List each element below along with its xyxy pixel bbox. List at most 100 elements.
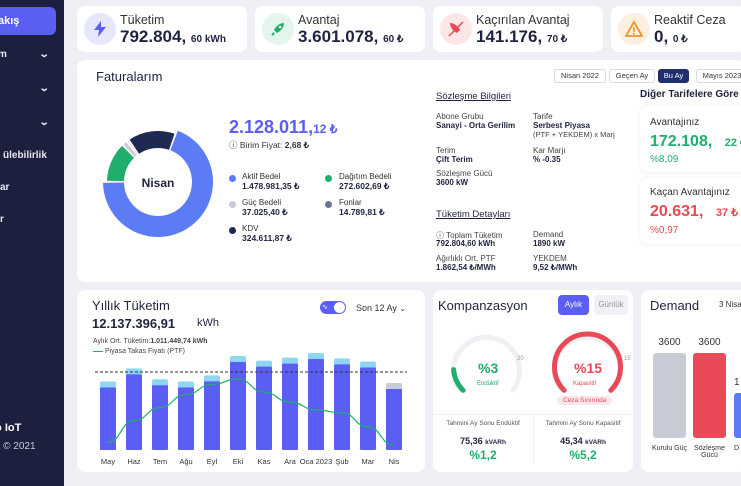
contract-power-label: Sözleşme Gücü bbox=[436, 169, 493, 178]
sidebar-item-active[interactable]: akış bbox=[0, 7, 56, 35]
contract-power-bar bbox=[693, 353, 726, 438]
tariff-value: Serbest Piyasa bbox=[533, 121, 590, 130]
inductive-estimate-label: Tahmini Ay Sonu Endüktif bbox=[446, 420, 520, 427]
legend-value: 14.789,81 ₺ bbox=[339, 207, 385, 217]
kpi-label: Kaçırılan Avantaj bbox=[476, 13, 570, 27]
advantage-percent: %8,09 bbox=[650, 154, 679, 165]
consumption-bar bbox=[126, 374, 142, 450]
chevron-down-icon: ⌄ bbox=[38, 49, 50, 60]
total-consumption-label: ⓘ Toplam Tüketim bbox=[436, 231, 503, 240]
legend-dot-power bbox=[229, 201, 236, 208]
sidebar-item-2[interactable]: ⌄ bbox=[0, 83, 58, 103]
kpi-label: Avantaj bbox=[298, 13, 340, 27]
kpi-reactive-penalty: Reaktif Ceza 0, 0 ₺ bbox=[611, 6, 741, 52]
sidebar-item-5[interactable]: ar bbox=[0, 182, 10, 193]
donut-slice-distribution[interactable] bbox=[107, 145, 135, 182]
sidebar-item-4[interactable]: ülebilirlik bbox=[3, 150, 47, 161]
x-tick-label: Eki bbox=[233, 457, 244, 466]
ptf-legend-line bbox=[93, 350, 103, 352]
average-consumption: Aylık Ort. Tüketim:1.011.449,74 kWh bbox=[93, 338, 208, 345]
demand-label: Demand bbox=[533, 230, 564, 239]
copyright: nt © 2021 bbox=[0, 441, 36, 452]
legend-label: Aktif Bedel bbox=[242, 172, 281, 181]
kpi-label: Reaktif Ceza bbox=[654, 13, 726, 27]
demand-title: Demand bbox=[650, 298, 700, 313]
donut-slice-power[interactable] bbox=[123, 142, 137, 157]
yearly-unit: kWh bbox=[197, 317, 219, 329]
penalty-badge: Ceza Sınırında bbox=[557, 396, 613, 405]
donut-slice-tax[interactable] bbox=[129, 131, 175, 154]
invoice-total: 2.128.011,12 ₺ bbox=[229, 117, 338, 137]
legend-value: 324.611,87 ₺ bbox=[242, 233, 292, 243]
invoice-donut-chart: Nisan bbox=[103, 130, 213, 237]
kpi-value: 3.601.078, 60 ₺ bbox=[298, 27, 404, 46]
subscriber-group-value: Sanayi - Orta Gerilim bbox=[436, 121, 516, 130]
x-tick-label: Oca 2023 bbox=[300, 457, 333, 466]
legend-label: Dağıtım Bedeli bbox=[339, 172, 392, 181]
consumption-details-title: Tüketim Detayları bbox=[436, 209, 511, 220]
demand-date-badge[interactable]: 3 Nisa bbox=[719, 300, 741, 309]
installed-power-value: 3600 bbox=[658, 337, 681, 348]
consumption-bar bbox=[230, 362, 246, 450]
capacitive-estimate-label: Tahmini Ay Sonu Kapasitif bbox=[545, 420, 621, 427]
sidebar: akış m ⌄ ⌄ ⌄ ülebilirlik ar r lo IoT nt … bbox=[0, 0, 64, 486]
tab-prev-month[interactable]: Nisan 2022 bbox=[554, 69, 606, 83]
sidebar-item-3[interactable]: ⌄ bbox=[0, 117, 58, 137]
contract-power-value: 3600 kW bbox=[436, 178, 469, 187]
x-tick-label: Ara bbox=[284, 457, 297, 466]
capacitive-label: Kapasitif bbox=[573, 381, 596, 387]
contract-title: Sözleşme Bilgileri bbox=[436, 91, 511, 102]
chevron-down-icon: ⌄ bbox=[399, 304, 407, 313]
divider bbox=[533, 418, 534, 464]
tab-this-month[interactable]: Bu Ay bbox=[658, 69, 689, 83]
consumption-bar bbox=[152, 385, 168, 450]
ptf-value: 1.862,54 ₺/MWh bbox=[436, 263, 496, 272]
chevron-down-icon: ⌄ bbox=[38, 83, 50, 94]
tab-next-month[interactable]: Mayıs 2023 bbox=[696, 69, 741, 83]
installed-power-label: Kurulu Güç bbox=[651, 445, 688, 452]
kpi-value: 141.176, 70 ₺ bbox=[476, 27, 568, 46]
donut-slice-active[interactable] bbox=[103, 130, 213, 237]
tab-last-month[interactable]: Geçen Ay bbox=[609, 69, 655, 83]
x-tick-label: Şub bbox=[335, 457, 348, 466]
yearly-bar-chart: May Haz Tem Ağu Eyl Eki Kas Ara Oca 2023 Şub Mar Ni… bbox=[95, 352, 407, 466]
inductive-percent: %3 bbox=[478, 360, 498, 376]
info-icon: ⓘ bbox=[229, 140, 238, 150]
actual-demand-bar bbox=[734, 393, 741, 438]
x-tick-label: Mar bbox=[362, 457, 375, 466]
tab-daily[interactable]: Günlük bbox=[594, 295, 628, 315]
advantage-card: Avantajınız 172.108, 22 ₺ %8,09 bbox=[640, 106, 741, 172]
toggle-knob bbox=[334, 302, 345, 313]
sidebar-item-1[interactable]: m ⌄ bbox=[0, 49, 58, 69]
contract-power-bar-value: 3600 bbox=[698, 337, 721, 348]
margin-label: Kar Marjı bbox=[533, 146, 566, 155]
legend-dot-distribution bbox=[325, 175, 332, 182]
donut-slice-funds[interactable] bbox=[127, 140, 138, 155]
kpi-consumption: Tüketim 792.804, 60 kWh bbox=[77, 6, 247, 52]
sidebar-item-6[interactable]: r bbox=[0, 214, 4, 225]
missed-advantage-label: Kaçan Avantajınız bbox=[650, 187, 730, 198]
divider bbox=[433, 414, 633, 415]
missed-advantage-card: Kaçan Avantajınız 20.631, 37 ₺ %0,97 bbox=[640, 178, 741, 244]
consumption-bar bbox=[386, 389, 402, 450]
consumption-bar bbox=[100, 387, 116, 450]
toggle-switch[interactable]: ∿ bbox=[320, 301, 346, 314]
capacitive-estimate-percent: %5,2 bbox=[569, 448, 597, 462]
capacitive-percent: %15 bbox=[574, 360, 602, 376]
invoices-title: Faturalarım bbox=[96, 69, 163, 84]
range-dropdown[interactable]: Son 12 Ay ⌄ bbox=[356, 303, 407, 313]
other-tariffs-title: Diğer Tarifelere Göre bbox=[640, 89, 739, 100]
kpi-missed-advantage: Kaçırılan Avantaj 141.176, 70 ₺ bbox=[433, 6, 603, 52]
x-tick-label: Eyl bbox=[207, 457, 218, 466]
bar-cap bbox=[230, 356, 246, 365]
x-tick-label: May bbox=[101, 457, 115, 466]
consumption-bar bbox=[178, 387, 194, 450]
tariff-label: Tarife bbox=[533, 112, 553, 121]
tab-monthly[interactable]: Aylık bbox=[558, 295, 589, 315]
kpi-value: 0, 0 ₺ bbox=[654, 27, 688, 46]
yearly-consumption-card: Yıllık Tüketim 12.137.396,91 kWh ∿ Son 1… bbox=[77, 290, 425, 472]
ptf-label: Ağırlıklı Ort. PTF bbox=[436, 254, 496, 263]
inductive-gauge-fill bbox=[451, 367, 466, 393]
subscriber-group-label: Abone Grubu bbox=[436, 112, 484, 121]
capacitive-limit: 15 bbox=[624, 356, 631, 362]
